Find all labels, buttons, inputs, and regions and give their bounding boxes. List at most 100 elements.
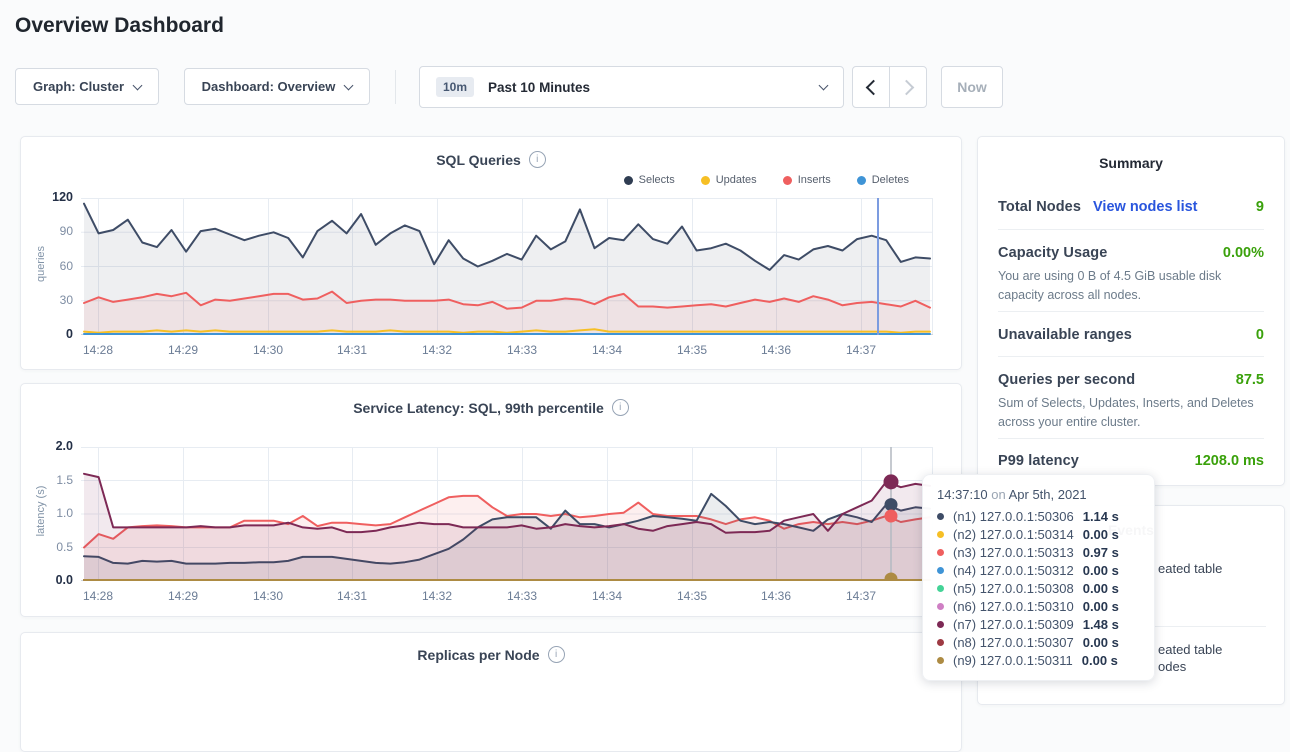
- tooltip-date: Apr 5th, 2021: [1009, 487, 1087, 502]
- y-axis-tick: 0: [29, 327, 73, 341]
- hover-dot: [885, 510, 898, 523]
- dashboard-dropdown[interactable]: Dashboard: Overview: [184, 68, 370, 105]
- tooltip-node-value: 0.00 s: [1082, 653, 1118, 668]
- chart-title-text: SQL Queries: [436, 152, 521, 168]
- tooltip-node-label: (n6) 127.0.0.1:50310: [953, 599, 1074, 614]
- tooltip-row: (n1) 127.0.0.1:50306 1.14 s: [937, 507, 1140, 525]
- x-axis-tick: 14:28: [72, 343, 124, 357]
- time-range-badge: 10m: [436, 77, 474, 97]
- node-color-dot-icon: [937, 567, 944, 574]
- x-axis-tick: 14:33: [496, 343, 548, 357]
- chevron-down-icon: [344, 80, 354, 90]
- hover-dot: [884, 474, 899, 489]
- time-prev-button[interactable]: [852, 66, 890, 108]
- legend-label: Updates: [716, 174, 757, 186]
- p99-latency-label: P99 latency: [998, 453, 1079, 469]
- service-latency-title: Service Latency: SQL, 99th percentile i: [21, 399, 961, 416]
- x-axis-tick: 14:37: [835, 343, 887, 357]
- tooltip-node-value: 1.14 s: [1083, 509, 1119, 524]
- tooltip-time: 14:37:10: [937, 487, 988, 502]
- capacity-usage-value: 0.00%: [1223, 245, 1264, 261]
- tooltip-node-label: (n8) 127.0.0.1:50307: [953, 635, 1074, 650]
- time-range-dropdown[interactable]: 10m Past 10 Minutes: [419, 66, 844, 108]
- node-color-dot-icon: [937, 603, 944, 610]
- info-icon[interactable]: i: [548, 646, 565, 663]
- x-axis-tick: 14:33: [496, 589, 548, 603]
- x-axis-tick: 14:34: [581, 343, 633, 357]
- legend-dot-icon: [624, 176, 633, 185]
- replicas-per-node-card: Replicas per Node i: [20, 632, 962, 752]
- legend-label: Selects: [639, 174, 675, 186]
- sql-queries-plot[interactable]: [81, 198, 933, 335]
- node-color-dot-icon: [937, 639, 944, 646]
- tooltip-node-label: (n2) 127.0.0.1:50314: [953, 527, 1074, 542]
- tooltip-node-value: 1.48 s: [1083, 617, 1119, 632]
- x-axis-tick: 14:37: [835, 589, 887, 603]
- tooltip-node-value: 0.00 s: [1083, 581, 1119, 596]
- x-axis-tick: 14:31: [326, 589, 378, 603]
- info-icon[interactable]: i: [529, 151, 546, 168]
- chart-title-text: Replicas per Node: [417, 647, 539, 663]
- time-range-label: Past 10 Minutes: [488, 80, 590, 95]
- info-icon[interactable]: i: [612, 399, 629, 416]
- summary-title: Summary: [978, 155, 1284, 171]
- overview-dashboard-page: { "page": { "title": "Overview Dashboard…: [0, 0, 1290, 689]
- x-axis-tick: 14:31: [326, 343, 378, 357]
- summary-panel: Summary Total Nodes View nodes list 9 Ca…: [977, 136, 1285, 486]
- tooltip-node-value: 0.00 s: [1083, 563, 1119, 578]
- tooltip-row: (n4) 127.0.0.1:503120.00 s: [937, 561, 1140, 579]
- x-axis-tick: 14:34: [581, 589, 633, 603]
- queries-per-second-value: 87.5: [1236, 372, 1264, 388]
- legend-item-updates[interactable]: Updates: [701, 174, 757, 186]
- legend-dot-icon: [783, 176, 792, 185]
- y-axis-tick: 0.0: [29, 573, 73, 587]
- sql-legend: Selects Updates Inserts Deletes: [624, 174, 909, 186]
- service-latency-plot[interactable]: [81, 447, 933, 581]
- tooltip-row: (n9) 127.0.0.1:503110.00 s: [937, 651, 1140, 669]
- hover-dot: [885, 498, 898, 511]
- total-nodes-label: Total Nodes: [998, 199, 1081, 215]
- x-axis-tick: 14:36: [750, 343, 802, 357]
- tooltip-on: on: [991, 487, 1005, 502]
- x-axis-tick: 14:30: [242, 589, 294, 603]
- tooltip-row: (n2) 127.0.0.1:50314 0.00 s: [937, 525, 1140, 543]
- replicas-per-node-title: Replicas per Node i: [21, 646, 961, 663]
- service-latency-card: Service Latency: SQL, 99th percentile i …: [20, 383, 962, 617]
- capacity-usage-description: You are using 0 B of 4.5 GiB usable disk…: [998, 267, 1264, 305]
- legend-label: Deletes: [872, 174, 909, 186]
- x-axis-tick: 14:32: [411, 589, 463, 603]
- tooltip-node-value: 0.97 s: [1083, 545, 1119, 560]
- tooltip-node-value: 0.00 s: [1083, 527, 1119, 542]
- p99-latency-value: 1208.0 ms: [1195, 453, 1264, 469]
- legend-item-selects[interactable]: Selects: [624, 174, 675, 186]
- legend-dot-icon: [857, 176, 866, 185]
- queries-per-second-row: Queries per second 87.5: [998, 372, 1264, 388]
- time-next-button[interactable]: [889, 66, 927, 108]
- x-axis-tick: 14:32: [411, 343, 463, 357]
- x-axis-tick: 14:36: [750, 589, 802, 603]
- sql-queries-title: SQL Queries i: [21, 151, 961, 168]
- event-item-fragment[interactable]: eated table: [1158, 561, 1222, 576]
- node-color-dot-icon: [937, 549, 944, 556]
- now-button[interactable]: Now: [941, 66, 1003, 108]
- divider: [998, 229, 1264, 230]
- controls-divider: [395, 70, 396, 104]
- legend-item-inserts[interactable]: Inserts: [783, 174, 831, 186]
- queries-per-second-description: Sum of Selects, Updates, Inserts, and De…: [998, 394, 1264, 432]
- unavailable-ranges-label: Unavailable ranges: [998, 327, 1132, 343]
- divider: [998, 438, 1264, 439]
- node-color-dot-icon: [937, 585, 944, 592]
- chart-hover-tooltip: 14:37:10 on Apr 5th, 2021 (n1) 127.0.0.1…: [922, 474, 1155, 681]
- event-item-fragment[interactable]: eated table: [1158, 642, 1222, 657]
- view-nodes-list-link[interactable]: View nodes list: [1093, 199, 1198, 215]
- event-item-fragment[interactable]: odes: [1158, 659, 1186, 674]
- chevron-down-icon: [133, 80, 143, 90]
- legend-item-deletes[interactable]: Deletes: [857, 174, 909, 186]
- now-button-label: Now: [957, 79, 987, 95]
- x-axis-tick: 14:35: [666, 343, 718, 357]
- tooltip-node-label: (n1) 127.0.0.1:50306: [953, 509, 1074, 524]
- graph-dropdown[interactable]: Graph: Cluster: [15, 68, 159, 105]
- tooltip-node-label: (n7) 127.0.0.1:50309: [953, 617, 1074, 632]
- chevron-right-icon: [898, 79, 914, 95]
- y-axis-tick: 120: [29, 190, 73, 204]
